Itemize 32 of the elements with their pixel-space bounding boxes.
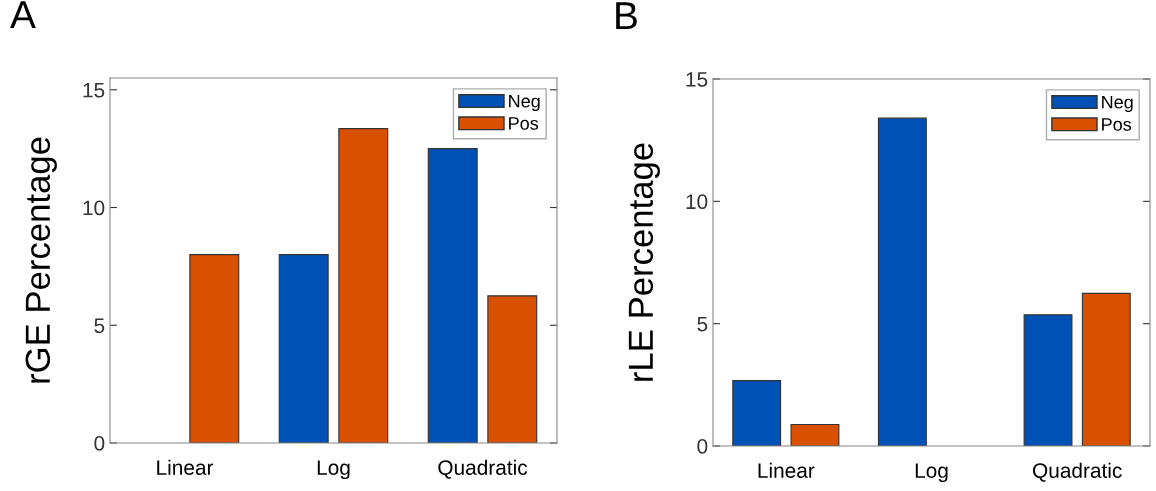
bar — [427, 148, 478, 443]
y-tick-label: 15 — [83, 82, 105, 98]
legend-label: Pos — [1102, 118, 1132, 131]
y-tick-label: 15 — [686, 72, 708, 87]
y-axis-title: rGE Percentage — [25, 137, 57, 383]
x-tick-label: Quadratic — [1033, 462, 1122, 482]
bar — [189, 254, 240, 443]
y-tick-label: 5 — [697, 316, 708, 332]
text: B — [616, 2, 637, 30]
bar — [732, 380, 782, 446]
bar — [278, 254, 329, 443]
x-tick-label: Linear — [157, 459, 214, 475]
y-tick-label: 0 — [94, 436, 105, 451]
bar — [877, 117, 927, 446]
legend-label: Neg — [509, 94, 540, 112]
bar — [338, 128, 389, 443]
bar — [1081, 292, 1131, 446]
text: A — [10, 1, 36, 29]
y-axis-title: rLE Percentage — [628, 143, 660, 381]
x-tick-label: Log — [317, 460, 350, 480]
x-tick-label: Linear — [758, 462, 815, 478]
bar — [487, 295, 538, 443]
y-tick-label: 10 — [686, 194, 708, 210]
x-tick-label: Log — [915, 463, 948, 483]
bar — [1023, 314, 1073, 446]
y-tick-label: 0 — [697, 439, 708, 454]
legend-label: Neg — [1102, 95, 1133, 113]
bar — [790, 423, 840, 446]
y-tick-label: 5 — [94, 318, 105, 334]
x-tick-label: Quadratic — [438, 459, 528, 479]
y-tick-label: 10 — [83, 200, 105, 216]
legend-label: Pos — [509, 117, 539, 130]
